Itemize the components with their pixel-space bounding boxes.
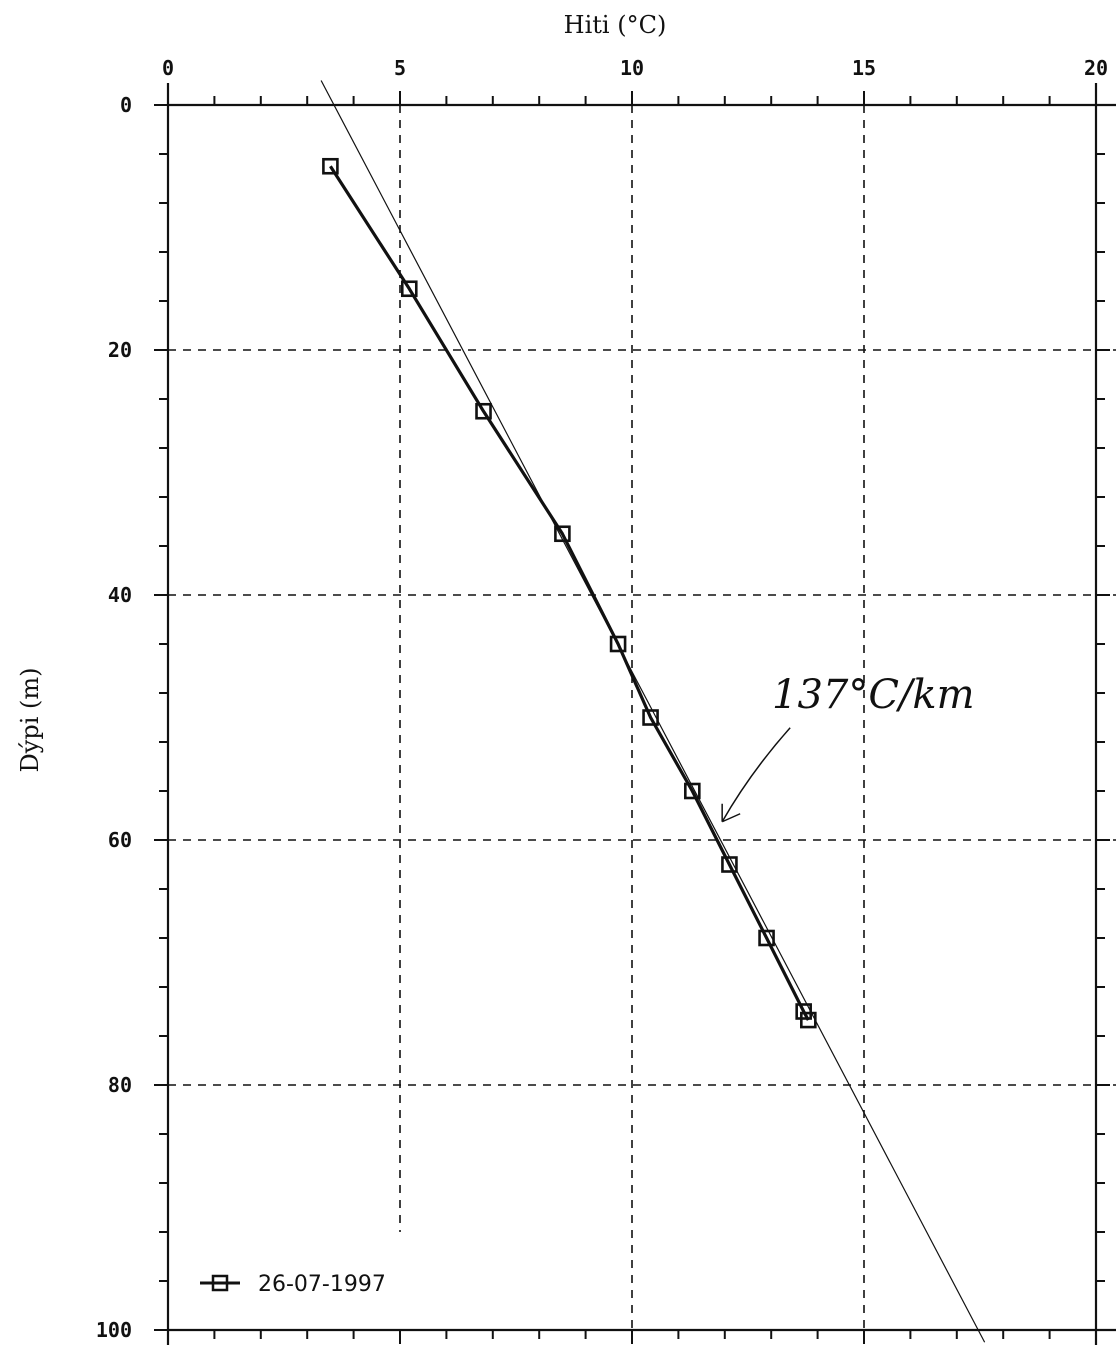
y-tick-label-100: 100	[96, 1318, 132, 1342]
series-line-0	[329, 165, 810, 1021]
x-tick-label-10: 10	[620, 56, 644, 80]
legend-marker	[211, 1274, 229, 1292]
data-point-marker-8	[758, 929, 775, 947]
y-tick-label-60: 60	[108, 828, 132, 852]
data-point-marker-10	[800, 1011, 817, 1029]
y-tick-label-80: 80	[108, 1073, 132, 1097]
series-group	[322, 157, 817, 1029]
tick-labels: 0 5 10 15 20 0 20 40 60 80 100	[96, 56, 1108, 1342]
x-tick-label-0: 0	[162, 56, 174, 80]
gradient-annotation-text: 137°C/km	[772, 672, 975, 718]
axis-ticks	[154, 91, 1110, 1344]
gradient-annotation: 137°C/km	[721, 672, 975, 823]
x-tick-label-5: 5	[394, 56, 406, 80]
data-point-marker-9	[795, 1003, 812, 1020]
legend: 26-07-1997	[200, 1272, 386, 1297]
data-point-marker-3	[554, 525, 571, 543]
grid-lines	[168, 105, 1116, 1330]
y-tick-label-20: 20	[108, 338, 132, 362]
data-point-marker-2	[475, 402, 492, 420]
annotation-arrow	[721, 727, 791, 823]
x-axis-title: Hiti (°C)	[564, 11, 667, 39]
data-point-marker-0	[322, 157, 339, 175]
y-tick-label-0: 0	[120, 93, 132, 117]
y-axis-title: Dýpi (m)	[16, 668, 44, 773]
data-point-marker-5	[642, 709, 659, 726]
y-tick-label-40: 40	[108, 583, 132, 607]
data-point-marker-6	[684, 782, 701, 800]
data-point-marker-7	[721, 856, 738, 873]
x-tick-label-15: 15	[852, 56, 876, 80]
data-point-marker-1	[400, 280, 418, 298]
x-tick-label-20: 20	[1084, 56, 1108, 80]
data-point-marker-4	[609, 635, 627, 653]
legend-label: 26-07-1997	[258, 1272, 386, 1297]
